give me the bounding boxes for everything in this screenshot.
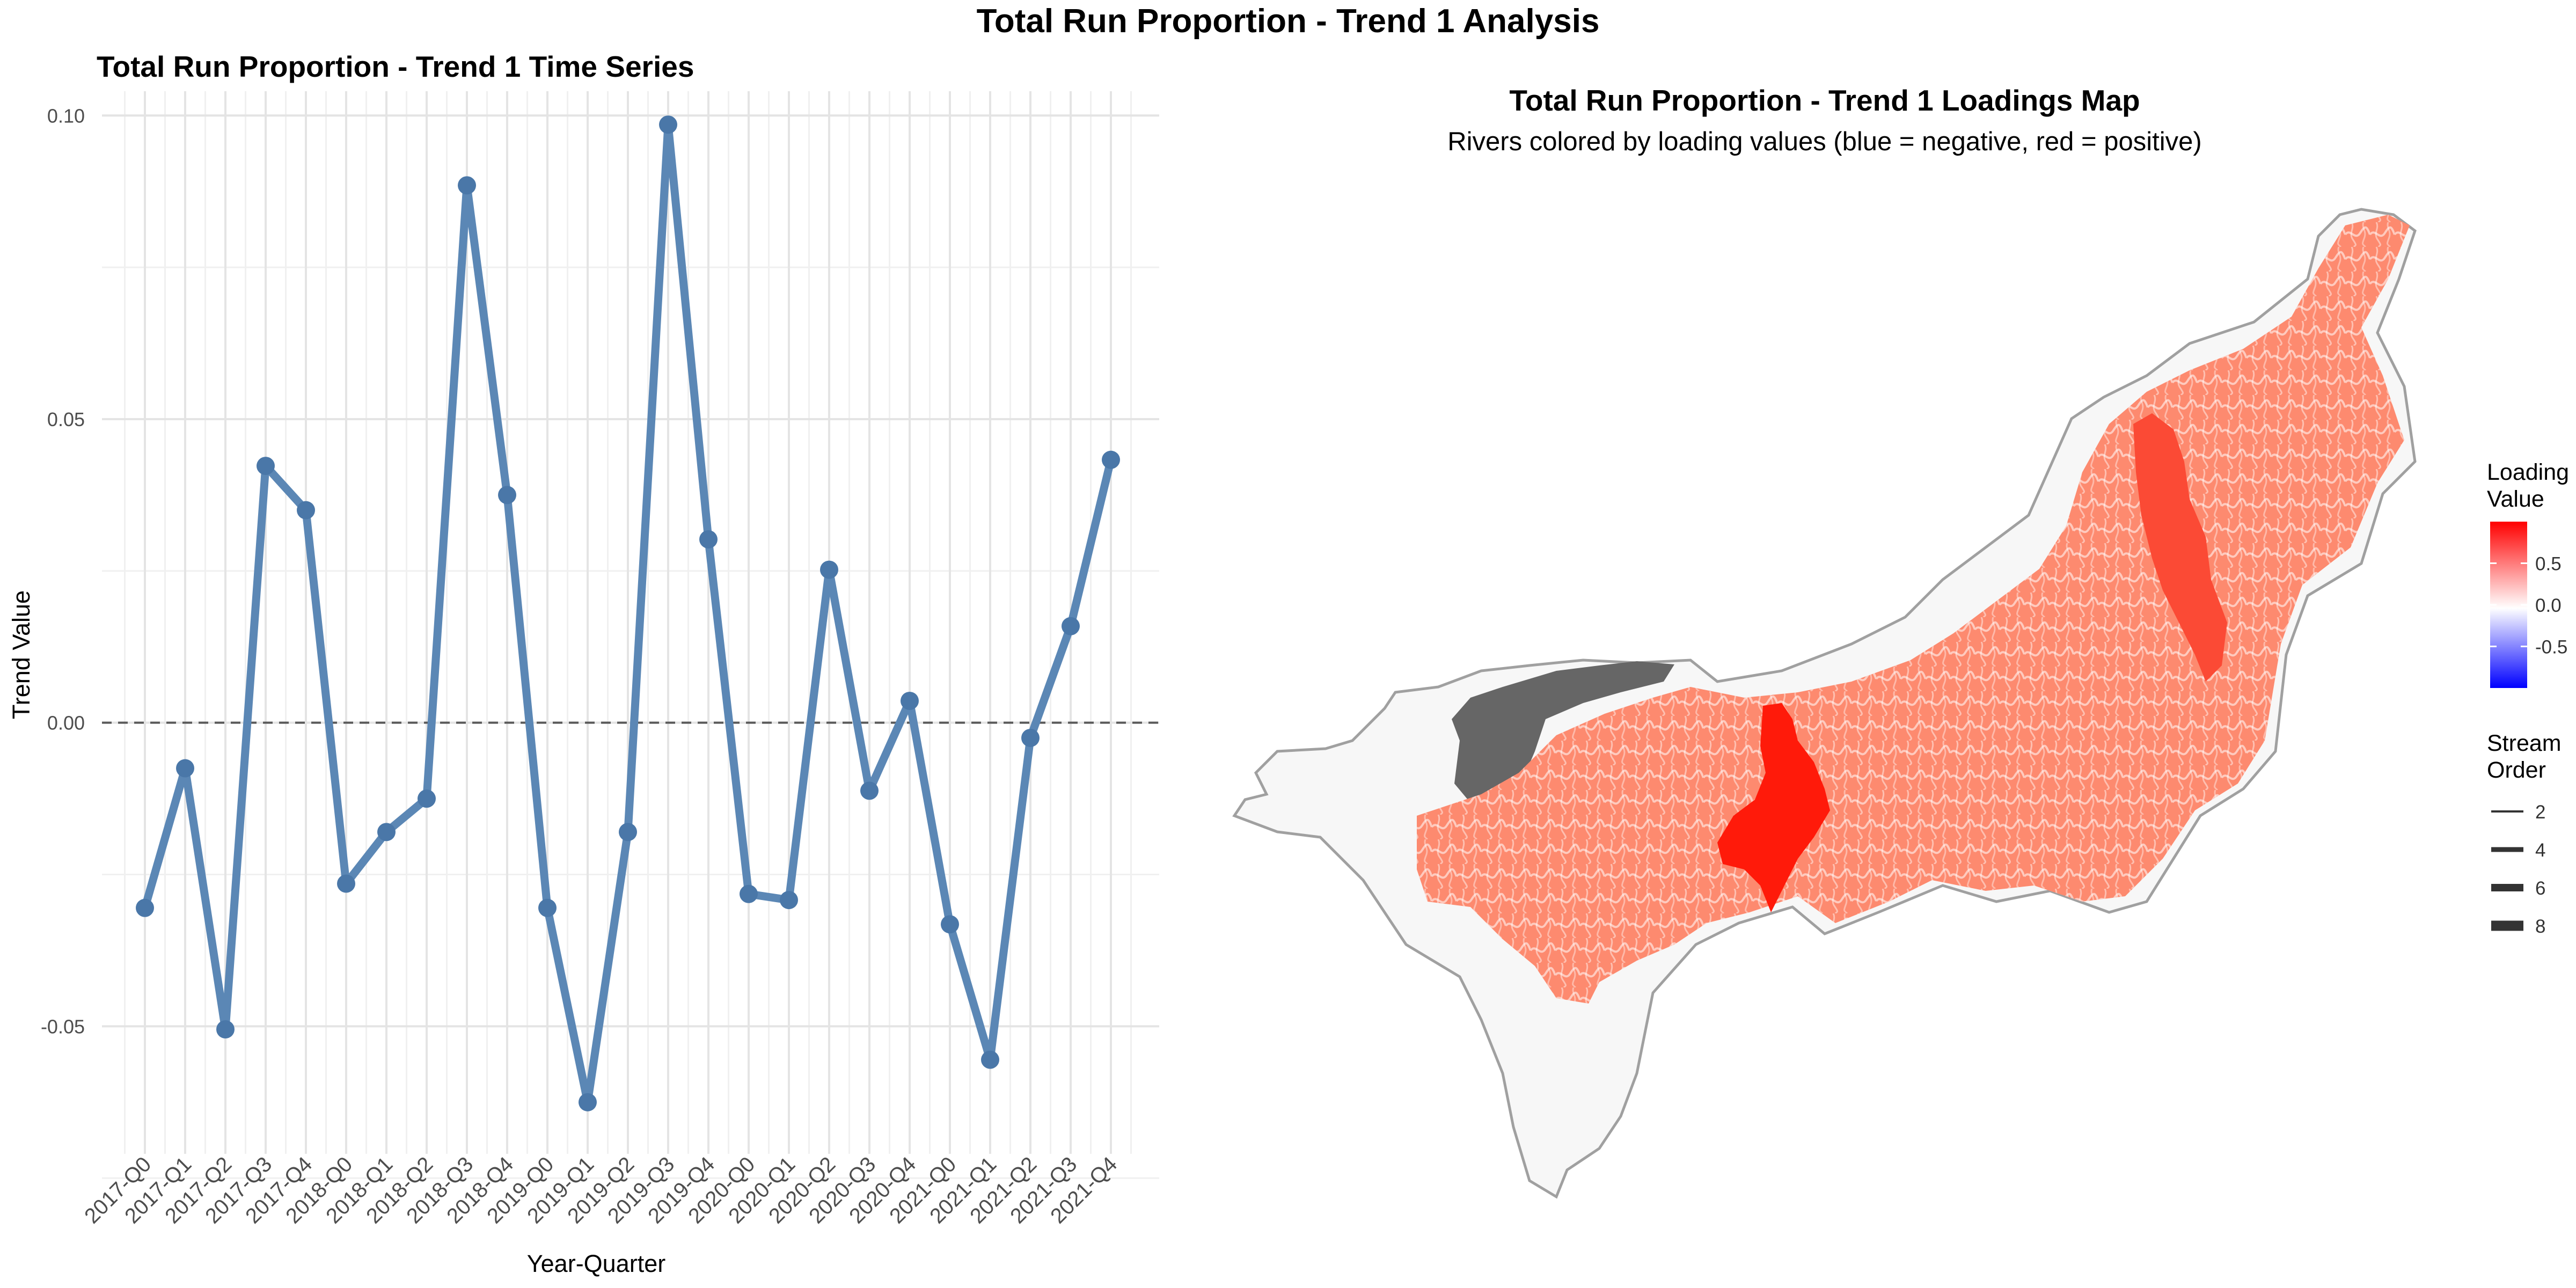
data-point (538, 898, 557, 917)
map-title: Total Run Proportion - Trend 1 Loadings … (1509, 84, 2140, 117)
y-axis-title: Trend Value (8, 590, 35, 719)
loading-tick-label: 0.0 (2535, 595, 2562, 616)
x-axis-title: Year-Quarter (527, 1250, 665, 1277)
data-point (699, 530, 718, 548)
stream-order-swatch (2491, 884, 2523, 891)
y-tick-label: -0.05 (41, 1015, 85, 1037)
loadings-map (1232, 208, 2417, 1199)
data-point (860, 781, 879, 800)
data-point (780, 891, 798, 910)
stream-order-swatch (2491, 810, 2523, 813)
river-subbasin-orange-red (2133, 413, 2227, 682)
stream-order-label: 8 (2535, 916, 2545, 937)
data-point (257, 457, 275, 475)
data-point (337, 874, 355, 893)
stream-order-label: 6 (2535, 878, 2545, 899)
data-point (176, 759, 194, 778)
line-chart-title: Total Run Proportion - Trend 1 Time Seri… (97, 50, 694, 83)
data-point (740, 884, 758, 903)
river-network-texture (1417, 215, 2410, 1004)
stream-order-swatch (2491, 920, 2523, 931)
stream-legend-title-line2: Order (2487, 757, 2546, 783)
figure-title: Total Run Proportion - Trend 1 Analysis (976, 3, 1600, 40)
data-point (981, 1050, 999, 1069)
stream-order-swatch (2491, 847, 2523, 852)
data-point (458, 176, 476, 195)
loading-legend-ticks: 0.5 0.0 -0.5 (2490, 554, 2567, 658)
data-point (1102, 450, 1120, 469)
data-point (136, 898, 154, 917)
data-point (901, 691, 919, 710)
loading-legend-title-line2: Value (2487, 486, 2544, 512)
stream-order-label: 4 (2535, 840, 2545, 861)
trend-points (136, 115, 1120, 1111)
loading-tick-label: -0.5 (2535, 637, 2567, 658)
stream-order-legend-items: 2 4 6 8 (2491, 802, 2545, 937)
data-point (941, 915, 959, 934)
loading-legend-title-line1: Loading (2487, 459, 2570, 485)
data-point (418, 789, 436, 808)
y-tick-label: 0.00 (47, 712, 85, 734)
data-point (297, 501, 315, 519)
stream-legend-title: Stream Order (2487, 730, 2562, 784)
data-point (216, 1020, 235, 1039)
stream-order-label: 2 (2535, 802, 2545, 823)
data-point (659, 115, 677, 134)
loading-legend-title: Loading Value (2487, 459, 2569, 513)
data-point (498, 486, 516, 504)
loading-tick-label: 0.5 (2535, 554, 2562, 575)
river-subbasin-red (1717, 703, 1830, 912)
stream-legend-title-line1: Stream (2487, 730, 2562, 756)
grid-minor (102, 91, 1159, 1179)
grid-major (102, 91, 1159, 1154)
data-point (1021, 728, 1040, 747)
data-point (820, 560, 838, 579)
y-tick-labels: -0.05 0.00 0.05 0.10 (41, 105, 85, 1037)
data-point (579, 1093, 597, 1111)
y-tick-label: 0.05 (47, 408, 85, 430)
x-tick-labels: 2017-Q02017-Q12017-Q22017-Q32017-Q42018-… (80, 1152, 1122, 1228)
map-subtitle: Rivers colored by loading values (blue =… (1447, 127, 2202, 156)
trend-time-series-chart: -0.05 0.00 0.05 0.10 2017-Q02017-Q12017-Q22… (8, 91, 1159, 1277)
data-point (619, 823, 637, 841)
y-tick-label: 0.10 (47, 105, 85, 127)
map-legends: 0.5 0.0 -0.5 2 4 6 8 (2490, 522, 2567, 937)
data-point (1062, 617, 1080, 635)
data-point (377, 823, 396, 841)
